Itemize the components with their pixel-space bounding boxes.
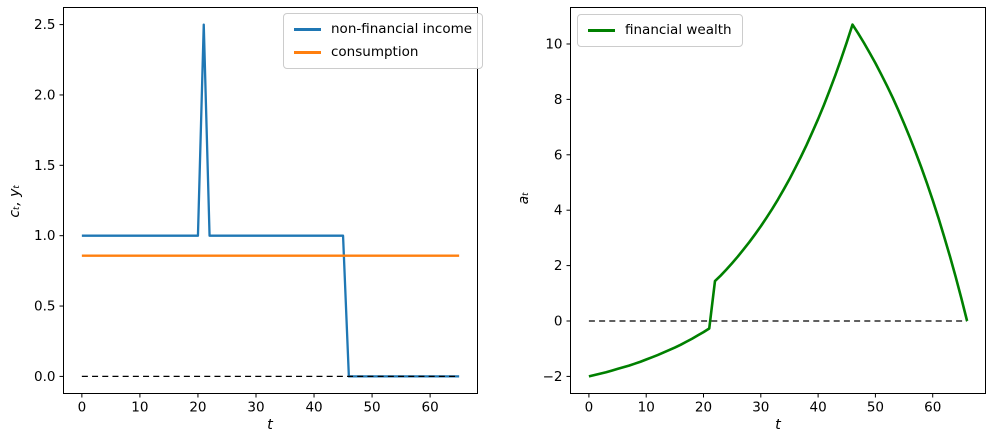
x-tick-label: 60 <box>422 400 439 416</box>
x-tick-label: 40 <box>810 400 827 416</box>
consumption-line-swatch-icon <box>294 51 321 54</box>
y-tick-label: 10 <box>545 36 562 52</box>
y-tick-label: 4 <box>554 203 563 219</box>
x-tick-label: 40 <box>305 400 322 416</box>
y-tick-label: 0.0 <box>34 369 55 385</box>
x-tick-label: 60 <box>924 400 941 416</box>
y-tick-label: −2 <box>543 369 563 385</box>
y-tick-label: 2 <box>554 258 563 274</box>
y-tick-label: 0 <box>554 314 563 330</box>
x-tick-label: 30 <box>752 400 769 416</box>
y-tick-label: 1.5 <box>34 158 55 174</box>
left-y-axis-label: cₜ, yₜ <box>7 184 23 218</box>
y-tick-label: 1.0 <box>34 228 55 244</box>
x-tick-label: 10 <box>131 400 148 416</box>
x-tick-label: 0 <box>78 400 87 416</box>
x-tick-label: 50 <box>363 400 380 416</box>
legend-entry-financial-wealth: financial wealth <box>588 22 732 39</box>
right-legend: financial wealth <box>577 14 743 47</box>
y-tick-label: 0.5 <box>34 299 55 315</box>
legend-label-non-financial-income: non-financial income <box>331 21 473 37</box>
legend-label-financial-wealth: financial wealth <box>625 22 732 38</box>
x-tick-label: 0 <box>585 400 594 416</box>
legend-label-consumption: consumption <box>331 44 419 60</box>
x-tick-label: 30 <box>247 400 264 416</box>
left-axes: 0 10 20 30 40 50 60 0.0 0.5 1.0 1.5 2.0 2.5 <box>34 7 478 416</box>
x-tick-label: 10 <box>638 400 655 416</box>
line-non-financial-income <box>81 23 460 378</box>
financial-wealth-line-swatch-icon <box>588 29 615 32</box>
right-x-axis-label: t <box>775 417 781 433</box>
legend-entry-consumption: consumption <box>294 44 472 61</box>
x-tick-label: 20 <box>189 400 206 416</box>
right-y-axis-label: aₜ <box>516 191 532 205</box>
x-tick-label: 50 <box>867 400 884 416</box>
left-x-axis-label: t <box>267 417 273 433</box>
line-financial-wealth <box>588 23 969 378</box>
right-axes: 0 10 20 30 40 50 60 −2 0 2 4 6 8 10 <box>543 7 986 416</box>
y-tick-label: 6 <box>554 147 563 163</box>
x-tick-label: 20 <box>695 400 712 416</box>
y-tick-label: 2.0 <box>34 87 55 103</box>
left-legend: non-financial income consumption <box>283 13 484 69</box>
axes-spine <box>63 7 478 394</box>
legend-entry-non-financial-income: non-financial income <box>294 21 472 38</box>
y-tick-label: 8 <box>554 92 563 108</box>
y-tick-label: 2.5 <box>34 17 55 33</box>
non-financial-income-line-swatch-icon <box>294 28 321 31</box>
axes-spine <box>570 7 986 394</box>
